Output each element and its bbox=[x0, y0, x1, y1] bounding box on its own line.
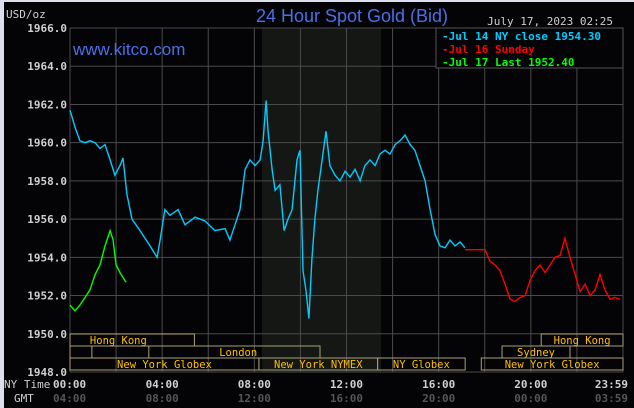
session-label: Hong Kong bbox=[554, 335, 611, 347]
session-box bbox=[480, 357, 624, 371]
legend-entry: -Jul 17 Last 1952.40 bbox=[442, 56, 574, 69]
x-tick-label-gmt: 20:00 bbox=[422, 392, 455, 405]
series-line-2 bbox=[69, 228, 127, 312]
price-series bbox=[69, 100, 621, 319]
x-tick-label-ny: 16:00 bbox=[422, 378, 455, 391]
x-tick-label-gmt: 04:00 bbox=[53, 392, 86, 405]
legend: -Jul 14 NY close 1954.30-Jul 16 Sunday-J… bbox=[435, 27, 624, 69]
y-axis-unit-label: USD/oz bbox=[6, 8, 46, 21]
session-label: NY Globex bbox=[393, 359, 450, 371]
y-tick-label: 1962.0 bbox=[27, 98, 67, 111]
x-tick-label-ny: 00:00 bbox=[53, 378, 86, 391]
kitco-watermark: www.kitco.com bbox=[72, 40, 185, 59]
y-tick-label: 1958.0 bbox=[27, 175, 67, 188]
nymex-hours-highlight bbox=[261, 28, 382, 372]
session-label: Hong Kong bbox=[90, 335, 147, 347]
series-line-1 bbox=[464, 235, 621, 303]
timestamp: July 17, 2023 02:25 bbox=[487, 15, 613, 28]
session-box bbox=[540, 333, 624, 347]
y-tick-label: 1948.0 bbox=[27, 366, 67, 379]
session-label: London bbox=[219, 347, 257, 359]
x-axis-ticks: 00:0004:0004:0008:0008:0012:0012:0016:00… bbox=[53, 378, 628, 405]
x-tick-label-ny: 20:00 bbox=[514, 378, 547, 391]
legend-entry: -Jul 14 NY close 1954.30 bbox=[442, 30, 601, 43]
x-tick-label-ny: 04:00 bbox=[146, 378, 179, 391]
session-label: New York NYMEX bbox=[274, 359, 363, 371]
session-box bbox=[377, 357, 466, 371]
x-tick-label-gmt: 08:00 bbox=[146, 392, 179, 405]
y-tick-label: 1956.0 bbox=[27, 213, 67, 226]
gmt-row-label: GMT bbox=[14, 392, 34, 405]
x-tick-label-gmt: 12:00 bbox=[238, 392, 271, 405]
x-tick-label-ny: 12:00 bbox=[330, 378, 363, 391]
x-tick-label-gmt: 00:00 bbox=[514, 392, 547, 405]
legend-entry: -Jul 16 Sunday bbox=[442, 43, 535, 56]
y-tick-label: 1964.0 bbox=[27, 60, 67, 73]
y-tick-label: 1960.0 bbox=[27, 137, 67, 150]
session-label: Sydney bbox=[517, 347, 555, 359]
chart-title: 24 Hour Spot Gold (Bid) bbox=[256, 6, 448, 26]
x-tick-label-ny: 08:00 bbox=[238, 378, 271, 391]
ny-time-row-label: NY Time bbox=[4, 378, 50, 391]
legend-box bbox=[435, 27, 624, 69]
session-label: New York Globex bbox=[117, 359, 212, 371]
y-axis-ticks: 1966.0 1964.0 1962.0 1960.0 1958.0 1956.0 1954… bbox=[27, 22, 67, 379]
grid bbox=[69, 27, 624, 373]
x-tick-label-gmt: 16:00 bbox=[330, 392, 363, 405]
series-line-0 bbox=[69, 100, 466, 319]
y-tick-label: 1952.0 bbox=[27, 290, 67, 303]
y-tick-label: 1966.0 bbox=[27, 22, 67, 35]
x-tick-label-gmt: 03:59 bbox=[595, 392, 628, 405]
x-tick-label-ny: 23:59 bbox=[595, 378, 628, 391]
session-label: New York Globex bbox=[505, 359, 600, 371]
y-tick-label: 1954.0 bbox=[27, 251, 67, 264]
y-tick-label: 1950.0 bbox=[27, 328, 67, 341]
